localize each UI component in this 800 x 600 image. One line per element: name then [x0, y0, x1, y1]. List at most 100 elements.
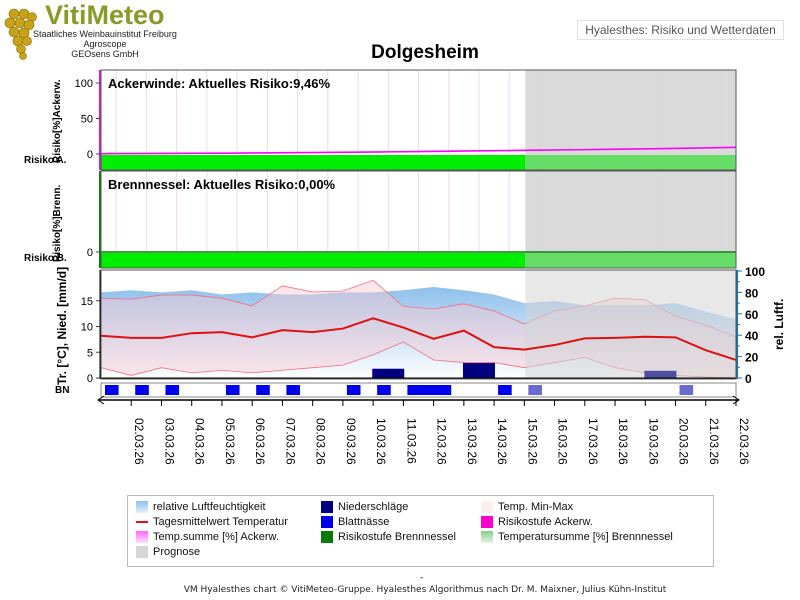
templine-swatch	[136, 521, 148, 523]
y2-tick-label: 0	[745, 372, 752, 386]
footer-dash: -	[420, 573, 424, 583]
x-tick-label: 03.03.26	[162, 418, 176, 465]
x-tick-label: 02.03.26	[132, 418, 146, 465]
legend-label: Blattnässe	[338, 516, 390, 528]
y2-tick-label: 80	[745, 286, 759, 300]
panel-frame	[100, 69, 737, 171]
prognosis-area	[525, 70, 736, 170]
panel1-label: Ackerwinde: Aktuelles Risiko:9,46%	[108, 76, 331, 91]
legend-label: relative Luftfeuchtigkeit	[153, 501, 266, 513]
risk-level-bar	[101, 253, 526, 268]
leaf-wetness-bar	[165, 385, 180, 395]
leaf-wetness-bar	[286, 385, 301, 395]
chart-title: Dolgesheim	[371, 42, 479, 63]
risk-b-label: Risiko B.	[24, 253, 67, 264]
legend-item-riskacker: Risikostufe Ackerw.	[481, 516, 593, 528]
precip-bar	[372, 368, 405, 378]
y-tick-label: 0	[87, 149, 93, 161]
x-tick-label: 07.03.26	[283, 418, 297, 465]
legend: relative Luftfeuchtigkeit Niederschläge …	[127, 495, 714, 567]
humidity-swatch	[136, 501, 148, 513]
leaf-wetness-bar	[256, 385, 270, 395]
x-axis-arrow-right	[732, 395, 740, 405]
riskbrenn-swatch	[321, 531, 333, 543]
y-tick-label: 100	[75, 78, 93, 90]
x-tick-label: 10.03.26	[374, 418, 388, 465]
leaf-wetness-bar	[135, 385, 149, 395]
legend-item-leafwet: Blattnässe	[321, 516, 389, 528]
footer-credit: VM Hyalesthes chart © VitiMeteo-Gruppe. …	[183, 585, 667, 595]
leaf-wetness-bar	[377, 385, 391, 395]
leaf-wetness-bar	[407, 385, 442, 395]
x-tick-label: 22.03.26	[737, 418, 751, 465]
panel-frame	[100, 269, 737, 380]
legend-label: Niederschläge	[338, 501, 409, 513]
x-tick-label: 17.03.26	[586, 418, 600, 465]
risk-a-label: Risiko A.	[24, 155, 67, 166]
x-tick-label: 20.03.26	[677, 418, 691, 465]
legend-item-riskbrenn: Risikostufe Brennnessel	[321, 531, 456, 543]
tempsumacker-swatch	[136, 531, 148, 543]
y-tick-label: 10	[81, 322, 93, 334]
series-line	[100, 146, 737, 155]
x-axis: 02.03.26 03.03.26 04.03.26 05.03.26 06.03.26…	[97, 395, 751, 465]
legend-label: Tagesmittelwert Temperatur	[153, 516, 288, 528]
panel3-ylabel: Tr. [°C], Nied. [mm/d]	[55, 266, 69, 385]
legend-label: Prognose	[153, 546, 201, 558]
panel-brennnessel: 0	[87, 170, 737, 269]
y-tick-label: 50	[81, 114, 93, 126]
legend-item-tempsumbrenn: Temperatursumme [%] Brennnessel	[481, 531, 673, 543]
y2-tick-label: 40	[745, 329, 759, 343]
precip-swatch	[321, 501, 333, 513]
panel-ackerwinde: 0 50 100	[75, 69, 737, 171]
panel2-ylabel: Risiko[%]Brenn.	[52, 184, 63, 262]
panel-frame	[100, 170, 737, 269]
tempminmax-swatch	[481, 501, 493, 513]
logo-text: VitiMeteo	[45, 0, 165, 30]
x-axis-arrow-left	[97, 395, 105, 405]
risk-level-bar-prognosis	[525, 253, 736, 268]
bn-label: BN	[55, 385, 70, 396]
leaf-wetness-bar	[437, 385, 452, 395]
logo-line-3: GEOsens GmbH	[71, 49, 139, 59]
legend-label: Risikostufe Brennnessel	[338, 531, 457, 543]
x-tick-label: 11.03.26	[404, 418, 418, 464]
panel2-label: Brennnessel: Aktuelles Risiko:0,00%	[108, 177, 336, 192]
leaf-wetness-bar	[498, 385, 512, 395]
leaf-wetness-bar	[105, 385, 119, 395]
x-tick-label: 18.03.26	[616, 418, 630, 465]
y2-tick-label: 100	[745, 265, 765, 279]
legend-item-tempminmax: Temp. Min-Max	[481, 501, 573, 513]
leaf-wetness-bar	[528, 385, 542, 395]
x-tick-label: 15.03.26	[525, 418, 539, 465]
x-tick-label: 12.03.26	[435, 418, 449, 465]
leaf-wetness-bar	[346, 385, 361, 395]
legend-item-precip: Niederschläge	[321, 501, 408, 513]
precip-bar	[462, 363, 495, 378]
prognosis-area	[525, 270, 736, 379]
panel-weather: 0 5 10 15 0 20 40 60 80 100	[81, 265, 765, 398]
legend-item-tempsumacker: Temp.summe [%] Ackerw.	[136, 531, 279, 543]
risk-level-bar-prognosis	[525, 155, 736, 170]
temp-mean-line	[100, 317, 737, 361]
x-tick-label: 06.03.26	[253, 418, 267, 465]
y-tick-label: 0	[87, 247, 93, 259]
legend-item-prognose: Prognose	[136, 546, 200, 558]
logo: VitiMeteo Staatliches Weinbauinstitut Fr…	[0, 0, 185, 62]
leaf-wetness-bar	[225, 385, 240, 395]
x-tick-label: 09.03.26	[344, 418, 358, 465]
y-tick-label: 15	[81, 296, 93, 308]
precip-bar	[644, 370, 677, 378]
leafwet-swatch	[321, 516, 333, 528]
x-tick-label: 21.03.26	[707, 418, 721, 465]
legend-label: Risikostufe Ackerw.	[498, 516, 593, 528]
y-tick-label: 0	[87, 373, 93, 385]
legend-item-humidity: relative Luftfeuchtigkeit	[136, 501, 266, 513]
x-tick-label: 14.03.26	[495, 418, 509, 465]
panel3-y2label: rel. Luftf.	[772, 298, 786, 350]
header-title: Hyalesthes: Risiko und Wetterdaten	[577, 20, 784, 40]
legend-label: Temp.summe [%] Ackerw.	[153, 531, 279, 543]
legend-label: Temp. Min-Max	[498, 501, 574, 513]
x-tick-label: 19.03.26	[646, 418, 660, 465]
